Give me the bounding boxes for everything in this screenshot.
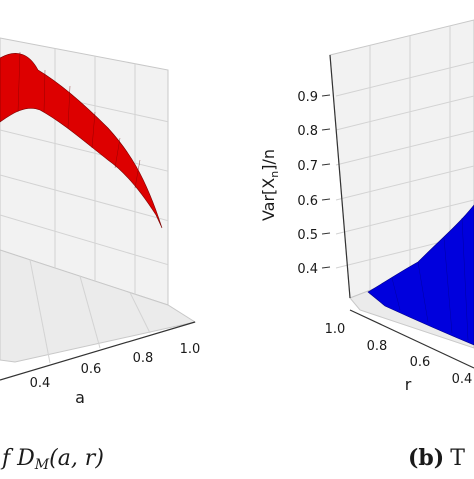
left-grid-line (29, 259, 51, 364)
right-r-tick-label: 0.6 (410, 355, 431, 370)
right-z-tick-mark (321, 163, 331, 166)
right-z-tick-label: 0.8 (297, 124, 318, 139)
left-x-axis-label: a (75, 388, 85, 407)
left-mesh-line (91, 111, 96, 149)
right-grid-line (335, 199, 474, 235)
right-z-tick-label: 0.9 (297, 90, 318, 105)
left-mesh-line (134, 159, 141, 189)
left-grid-line (0, 174, 169, 222)
right-z-axis-label: Var[Xn]/n (259, 149, 281, 221)
left-grid-line (0, 129, 169, 172)
left-surface (0, 53, 163, 229)
right-surface-mesh (391, 217, 469, 341)
right-panel: 0.4 0.5 0.6 0.7 0.8 0.9 Var[Xn]/n 1.0 0.8 0.6… (259, 19, 474, 471)
right-r-tick-label: 1.0 (325, 322, 346, 337)
right-mesh-line (461, 217, 469, 341)
right-grid-line (335, 95, 474, 131)
right-z-axis-line (329, 54, 351, 299)
right-r-tick-label: 0.8 (367, 339, 388, 354)
left-gridlines (0, 48, 169, 364)
left-mesh-line (43, 69, 46, 113)
left-x-axis-line (0, 321, 196, 381)
right-z-tick-mark (321, 198, 331, 201)
left-mesh-line (17, 51, 21, 113)
left-grid-line (0, 214, 169, 266)
right-r-tick-label: 0.4 (452, 372, 473, 387)
right-r-axis-line (349, 309, 474, 369)
left-mesh-line (114, 137, 121, 169)
left-grid-line (129, 292, 151, 334)
left-x-tick-label: 1.0 (180, 342, 201, 357)
left-surface-mesh (17, 51, 141, 189)
left-grid-line (79, 276, 101, 349)
right-z-tick-label: 0.4 (297, 262, 318, 277)
left-x-tick-label: 0.4 (30, 376, 51, 391)
right-z-tick-mark (321, 128, 331, 131)
right-z-tick-label: 0.7 (297, 159, 318, 174)
right-caption: (b) T (408, 445, 465, 471)
left-x-tick-label: 0.6 (81, 362, 102, 377)
right-surface (367, 204, 474, 346)
right-r-axis-label: r (405, 375, 412, 394)
left-panel: 0.4 0.6 0.8 1.0 a f DM(a, r) (0, 37, 201, 473)
right-z-tick-mark (321, 94, 331, 97)
left-mesh-line (67, 85, 71, 129)
right-z-ticks: 0.4 0.5 0.6 0.7 0.8 0.9 (297, 90, 331, 277)
right-grid-line (335, 130, 474, 166)
right-grid-line (335, 165, 474, 201)
right-mesh-line (417, 261, 429, 323)
right-mesh-line (443, 237, 453, 334)
right-mesh-line (391, 277, 401, 311)
right-z-tick-mark (321, 232, 331, 235)
left-x-tick-label: 0.8 (133, 351, 154, 366)
right-z-tick-label: 0.6 (297, 194, 318, 209)
left-floor-pane (0, 249, 197, 363)
right-z-tick-mark (321, 266, 331, 269)
left-caption: f DM(a, r) (0, 446, 104, 473)
right-z-tick-label: 0.5 (297, 228, 318, 243)
right-grid-line (335, 61, 474, 97)
